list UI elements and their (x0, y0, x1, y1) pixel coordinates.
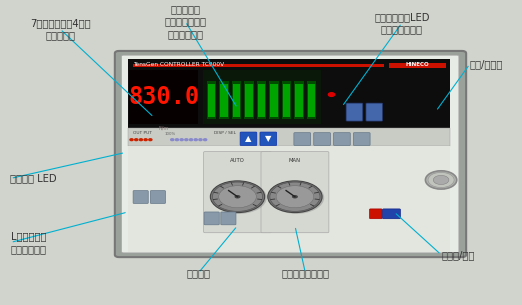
Bar (295, 84, 303, 117)
FancyBboxPatch shape (133, 191, 148, 203)
FancyBboxPatch shape (240, 132, 257, 145)
Circle shape (270, 182, 320, 211)
Bar (245, 84, 253, 117)
Bar (282, 81, 291, 119)
FancyBboxPatch shape (383, 209, 400, 219)
Bar (244, 81, 254, 119)
FancyBboxPatch shape (366, 103, 383, 121)
Bar (203, 70, 321, 124)
Bar (233, 84, 240, 117)
Circle shape (219, 186, 256, 208)
Text: MAN: MAN (289, 158, 301, 163)
Circle shape (171, 139, 174, 141)
FancyBboxPatch shape (204, 152, 271, 233)
Bar (307, 81, 316, 119)
FancyBboxPatch shape (353, 133, 370, 145)
Circle shape (328, 93, 335, 96)
Text: 动作状态显示LED
开始，自动，停: 动作状态显示LED 开始，自动，停 (374, 12, 430, 34)
FancyBboxPatch shape (122, 55, 459, 253)
Circle shape (144, 139, 147, 141)
Text: HINECO: HINECO (406, 62, 430, 66)
FancyBboxPatch shape (346, 103, 363, 121)
Text: ▲: ▲ (245, 134, 252, 143)
FancyBboxPatch shape (370, 209, 382, 219)
Circle shape (433, 175, 449, 185)
Bar (308, 84, 315, 117)
Text: L液晶显示器
切换、变更键: L液晶显示器 切换、变更键 (10, 231, 46, 254)
Circle shape (268, 181, 322, 213)
FancyBboxPatch shape (221, 212, 236, 225)
Circle shape (212, 182, 263, 211)
Bar (128, 128, 450, 146)
FancyBboxPatch shape (150, 191, 165, 203)
Circle shape (139, 139, 143, 141)
FancyBboxPatch shape (260, 132, 277, 145)
Text: TensGen CONTROLLER TC900V: TensGen CONTROLLER TC900V (133, 62, 224, 66)
Circle shape (425, 171, 457, 189)
Circle shape (204, 139, 207, 141)
Circle shape (189, 139, 193, 141)
Bar (270, 84, 278, 117)
Bar (294, 81, 304, 119)
Bar (257, 81, 266, 119)
Circle shape (135, 139, 138, 141)
Text: OUT PUT: OUT PUT (133, 131, 152, 135)
Circle shape (149, 139, 152, 141)
Bar (208, 84, 215, 117)
Text: 7段码显示器（4位）
显示总张力: 7段码显示器（4位） 显示总张力 (30, 18, 90, 40)
Text: 输出显示 LED: 输出显示 LED (10, 174, 57, 183)
Circle shape (211, 181, 267, 214)
Circle shape (175, 139, 179, 141)
Circle shape (130, 139, 133, 141)
Text: ▼: ▼ (265, 134, 271, 143)
FancyBboxPatch shape (115, 51, 466, 257)
Bar (207, 81, 216, 119)
Bar (219, 81, 229, 119)
Circle shape (276, 186, 314, 208)
FancyBboxPatch shape (314, 133, 330, 145)
FancyBboxPatch shape (334, 133, 350, 145)
Bar (220, 84, 228, 117)
Circle shape (292, 195, 298, 199)
Text: 自动/手动键: 自动/手动键 (470, 59, 503, 69)
Text: 手动（输出）设置: 手动（输出）设置 (281, 268, 329, 278)
Bar (283, 84, 290, 117)
Text: 100%: 100% (164, 131, 176, 136)
Bar (269, 81, 279, 119)
FancyBboxPatch shape (261, 152, 329, 233)
Text: N/m: N/m (159, 125, 169, 130)
Circle shape (234, 195, 241, 199)
Bar (129, 70, 198, 124)
Bar (258, 84, 265, 117)
Circle shape (210, 181, 265, 213)
Circle shape (185, 139, 188, 141)
Bar (133, 64, 384, 67)
Circle shape (428, 172, 454, 188)
FancyBboxPatch shape (204, 212, 219, 225)
Text: 液晶显示器
张力设置、输出
显示各种参数: 液晶显示器 张力设置、输出 显示各种参数 (164, 4, 206, 39)
Bar (389, 63, 446, 68)
Text: AUTO: AUTO (230, 158, 245, 163)
Bar (128, 59, 450, 128)
Text: DISP / SEL: DISP / SEL (214, 131, 236, 135)
Circle shape (194, 139, 197, 141)
Text: 830.0: 830.0 (128, 84, 199, 109)
Bar (128, 146, 450, 252)
FancyBboxPatch shape (294, 133, 311, 145)
Circle shape (199, 139, 202, 141)
Bar (232, 81, 241, 119)
Text: 张力设定: 张力设定 (186, 268, 210, 278)
Text: 输出开/关键: 输出开/关键 (441, 250, 474, 260)
Circle shape (269, 181, 324, 214)
Circle shape (180, 139, 183, 141)
